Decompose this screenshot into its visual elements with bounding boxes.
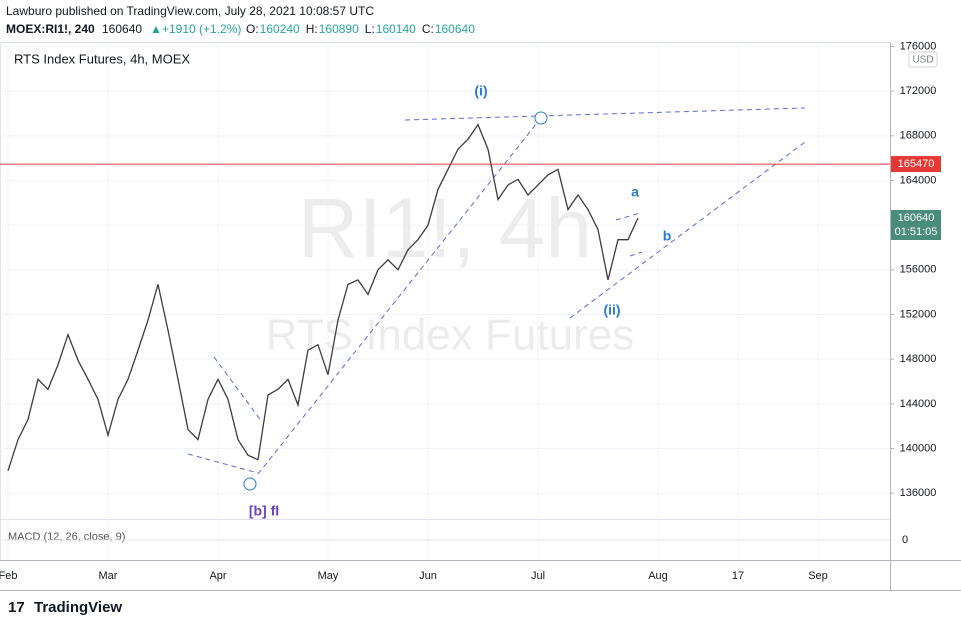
symbol: MOEX:RI1!, 240 <box>6 22 95 36</box>
trendline <box>213 356 263 423</box>
trendline <box>404 107 806 121</box>
indicator-label: MACD (12, 26, close, 9) <box>8 531 125 543</box>
trendline <box>615 212 641 221</box>
y-tick-label: 176000 <box>900 40 937 52</box>
y-tick-label: 156000 <box>900 264 937 276</box>
y-tick-label: 164000 <box>900 174 937 186</box>
y-tick-label: 148000 <box>900 353 937 365</box>
up-arrow: ▲ <box>150 22 162 36</box>
ohlc-value: 160890 <box>319 22 359 36</box>
ohlc-key: H: <box>306 22 318 36</box>
y-tick-label: 144000 <box>900 398 937 410</box>
x-tick-label: Feb <box>0 570 17 582</box>
trendline <box>257 117 542 475</box>
y-tick-label: 168000 <box>900 130 937 142</box>
trendline <box>629 251 643 257</box>
watermark-name: RTS Index Futures <box>266 311 634 360</box>
level-label-box <box>891 156 941 173</box>
trendline <box>187 453 259 474</box>
y-tick-label: 140000 <box>900 442 937 454</box>
currency-box <box>908 51 938 68</box>
drawings <box>187 107 806 475</box>
footer: TradingView <box>34 599 122 616</box>
x-tick-label: Aug <box>648 570 668 582</box>
annotation: (i) <box>474 83 487 99</box>
price-line <box>7 123 639 472</box>
footer-logo: 17 <box>8 599 25 616</box>
wave-marker <box>243 477 257 491</box>
x-tick-label: May <box>318 570 339 582</box>
published: Lawburo published on TradingView.com, Ju… <box>6 4 374 18</box>
annotation: b <box>663 228 672 244</box>
chart-title: RTS Index Futures, 4h, MOEX <box>14 51 190 66</box>
last-price-box <box>891 210 941 241</box>
last: 160640 <box>102 22 142 36</box>
wave-marker <box>534 111 548 125</box>
countdown: 01:51:05 <box>895 226 938 238</box>
price-pane <box>0 42 891 520</box>
currency: USD <box>912 55 933 66</box>
annotation: (ii) <box>603 302 620 318</box>
x-tick-label: Apr <box>209 570 226 582</box>
x-tick-label: Mar <box>99 570 118 582</box>
annotation: [b] fl <box>249 503 279 519</box>
y-tick-label: 152000 <box>900 308 937 320</box>
y-tick-label: 136000 <box>900 487 937 499</box>
ohlc-value: 160240 <box>260 22 300 36</box>
x-tick-label: Sep <box>808 570 828 582</box>
change: +1910 (+1.2%) <box>162 22 241 36</box>
ohlc-value: 160140 <box>376 22 416 36</box>
watermark-symbol: RI1!, 4h <box>298 181 592 275</box>
ohlc-value: 160640 <box>435 22 475 36</box>
trendline <box>569 141 806 319</box>
ohlc-key: O: <box>246 22 259 36</box>
level-label: 165470 <box>898 158 935 170</box>
x-tick-label: 17 <box>732 570 744 582</box>
x-tick-label: Jul <box>531 570 545 582</box>
ohlc-key: L: <box>365 22 375 36</box>
annotation: a <box>631 184 639 200</box>
last-price: 160640 <box>898 212 935 224</box>
y-tick-label: 172000 <box>900 85 937 97</box>
grid <box>0 42 890 560</box>
ohlc: O: 160240 H: 160890 L: 160140 C: 160640 <box>246 22 475 36</box>
x-tick-label: Jun <box>419 570 437 582</box>
indicator-tick: 0 <box>902 534 908 546</box>
ohlc-key: C: <box>422 22 434 36</box>
